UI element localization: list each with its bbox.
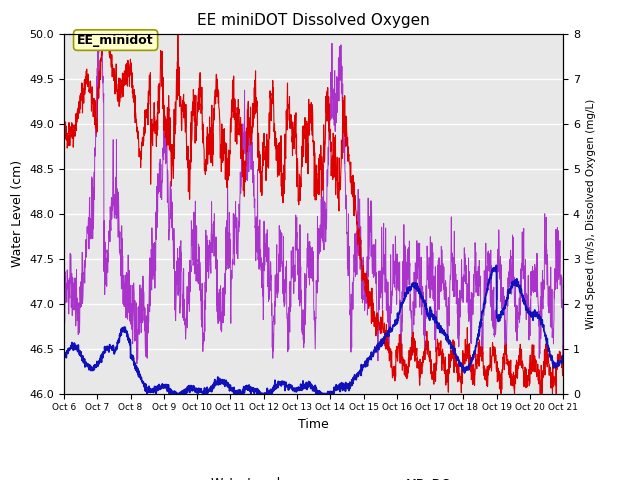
Y-axis label: Water Level (cm): Water Level (cm) bbox=[11, 160, 24, 267]
Text: EE_minidot: EE_minidot bbox=[77, 34, 154, 47]
Title: EE miniDOT Dissolved Oxygen: EE miniDOT Dissolved Oxygen bbox=[197, 13, 430, 28]
X-axis label: Time: Time bbox=[298, 418, 329, 431]
Y-axis label: Wind Speed (m/s), Dissolved Oxygen (mg/L): Wind Speed (m/s), Dissolved Oxygen (mg/L… bbox=[586, 98, 596, 329]
Legend: WaterLevel, ws, MD_DO: WaterLevel, ws, MD_DO bbox=[171, 472, 456, 480]
